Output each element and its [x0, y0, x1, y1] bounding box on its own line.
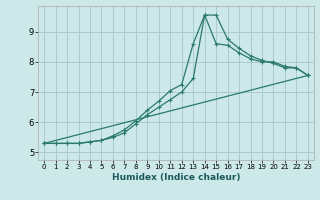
X-axis label: Humidex (Indice chaleur): Humidex (Indice chaleur) [112, 173, 240, 182]
